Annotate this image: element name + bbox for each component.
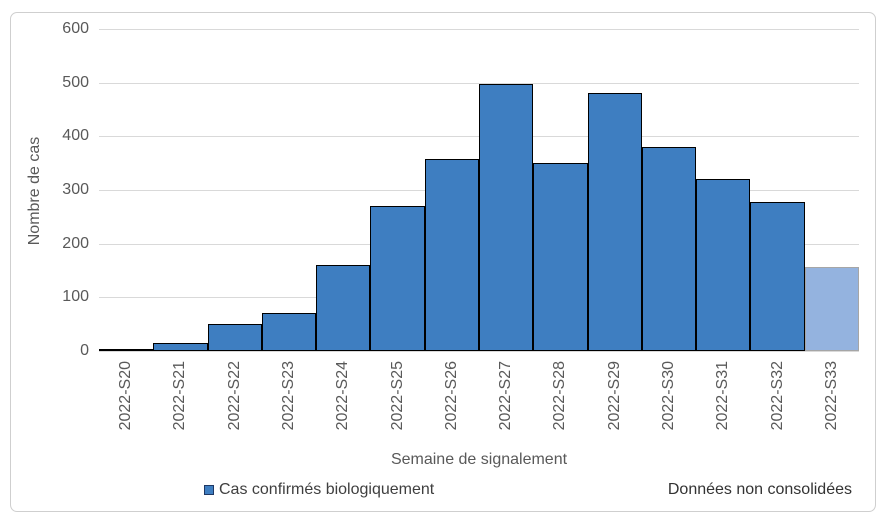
x-tick-label: 2022-S32	[768, 361, 786, 431]
x-tick-label: 2022-S25	[388, 361, 406, 431]
y-tick-200: 200	[62, 234, 89, 252]
x-tick-2022-S33: 2022-S33	[805, 361, 859, 445]
bar-2022-S26	[424, 158, 479, 351]
bar-2022-S29	[587, 92, 642, 351]
y-tick-400: 400	[62, 127, 89, 145]
x-tick-2022-S30: 2022-S30	[642, 361, 696, 445]
bar-2022-S22	[207, 324, 262, 351]
gridline-600	[99, 29, 859, 30]
x-tick-label: 2022-S20	[117, 361, 135, 431]
x-tick-label: 2022-S21	[171, 361, 189, 431]
y-tick-300: 300	[62, 181, 89, 198]
bar-2022-S31	[696, 179, 751, 351]
legend-marker-icon	[204, 485, 214, 495]
note-donnees-non-consolidees: Données non consolidées	[667, 481, 852, 498]
legend: Cas confirmés biologiquement	[204, 481, 434, 499]
x-tick-label: 2022-S27	[497, 361, 515, 431]
x-tick-label: 2022-S28	[551, 361, 569, 431]
x-tick-2022-S25: 2022-S25	[370, 361, 424, 445]
x-tick-2022-S26: 2022-S26	[425, 361, 479, 445]
bar-2022-S28	[533, 163, 588, 351]
x-tick-label: 2022-S24	[334, 361, 352, 431]
x-tick-label: 2022-S31	[714, 361, 732, 431]
legend-label: Cas confirmés biologiquement	[219, 481, 435, 498]
x-tick-2022-S23: 2022-S23	[262, 361, 316, 445]
x-tick-label: 2022-S29	[605, 361, 623, 431]
bar-2022-S30	[641, 147, 697, 351]
bar-2022-S25	[370, 206, 425, 351]
bar-2022-S20	[99, 349, 154, 351]
x-tick-2022-S27: 2022-S27	[479, 361, 533, 445]
bar-2022-S32	[750, 202, 805, 351]
bar-2022-S23	[261, 313, 317, 351]
y-tick-500: 500	[62, 73, 89, 91]
plot-area	[99, 29, 859, 352]
chart-frame: Nombre de cas 0 100 200 300 400 500 600 2022-S…	[10, 12, 876, 512]
x-tick-label: 2022-S26	[442, 361, 460, 431]
x-tick-2022-S31: 2022-S31	[696, 361, 750, 445]
x-axis-title: Semaine de signalement	[390, 451, 568, 468]
x-tick-label: 2022-S33	[822, 361, 840, 431]
gridline-500	[99, 82, 859, 84]
x-tick-2022-S21: 2022-S21	[153, 361, 207, 445]
x-tick-2022-S22: 2022-S22	[208, 361, 262, 445]
x-tick-label: 2022-S30	[659, 361, 677, 431]
y-tick-0: 0	[80, 342, 89, 359]
x-tick-2022-S29: 2022-S29	[588, 361, 642, 445]
bar-2022-S33	[804, 266, 859, 351]
y-tick-600: 600	[62, 20, 89, 37]
bar-2022-S24	[316, 265, 371, 351]
x-tick-2022-S20: 2022-S20	[99, 361, 153, 445]
bar-2022-S21	[153, 342, 208, 351]
gridline-0	[99, 351, 859, 352]
x-tick-2022-S24: 2022-S24	[316, 361, 370, 445]
x-tick-label: 2022-S22	[225, 361, 243, 431]
x-tick-label: 2022-S23	[279, 361, 297, 431]
x-tick-2022-S32: 2022-S32	[750, 361, 804, 445]
bar-2022-S27	[479, 83, 534, 351]
x-tick-2022-S28: 2022-S28	[533, 361, 587, 445]
y-tick-100: 100	[62, 288, 89, 306]
